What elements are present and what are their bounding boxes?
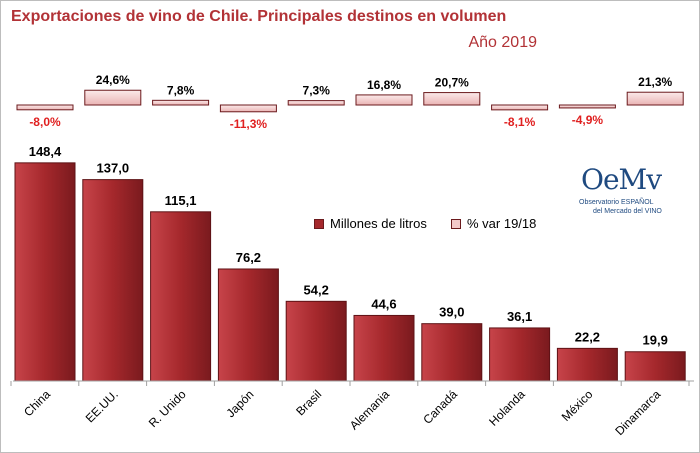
volume-value-label: 36,1 [507, 309, 532, 324]
volume-value-label: 54,2 [304, 282, 329, 297]
volume-value-label: 137,0 [97, 161, 130, 176]
category-label: Alemania [347, 387, 393, 433]
category-label: Holanda [486, 387, 528, 429]
variation-bar [558, 104, 616, 109]
volume-bar [624, 351, 686, 382]
oemv-logo: OeMv Observatorio ESPAÑOL del Mercado de… [577, 163, 669, 221]
variation-bar [219, 104, 277, 113]
volume-bar [421, 323, 483, 382]
logo-text-line2: del Mercado del VINO [593, 208, 662, 215]
variation-bar [355, 94, 413, 106]
variation-value-label: 7,3% [303, 84, 331, 98]
volume-bar [489, 327, 551, 382]
logo-mark: OeMv [581, 163, 662, 196]
volume-value-label: 22,2 [575, 329, 600, 344]
volume-bar [150, 211, 212, 382]
variation-bar [16, 104, 74, 111]
variation-value-label: 7,8% [167, 83, 195, 97]
variation-value-label: 24,6% [96, 73, 130, 87]
variation-value-label: 16,8% [367, 78, 401, 92]
variation-bar [287, 100, 345, 106]
volume-value-label: 115,1 [165, 193, 197, 208]
category-label: Canadá [420, 387, 460, 427]
category-label: Japón [223, 387, 256, 420]
category-label: México [559, 387, 596, 424]
variation-bar [84, 89, 142, 106]
variation-value-label: -8,1% [504, 115, 536, 129]
variation-bar [152, 99, 210, 106]
variation-value-label: 20,7% [435, 76, 469, 90]
legend-label-variation: % var 19/18 [467, 216, 537, 231]
variation-bar [626, 91, 684, 106]
legend-swatch-volume [314, 218, 324, 229]
category-label: R. Unido [146, 387, 189, 430]
chart-title: Exportaciones de vino de Chile. Principa… [11, 8, 507, 25]
volume-bar [556, 347, 618, 382]
category-label: Dinamarca [612, 387, 663, 438]
volume-value-label: 76,2 [236, 250, 261, 265]
volume-value-label: 39,0 [439, 305, 464, 320]
logo-text-line1: Observatorio ESPAÑOL [579, 199, 654, 206]
variation-value-label: 21,3% [638, 75, 672, 89]
volume-value-label: 44,6 [371, 296, 396, 311]
variation-value-label: -11,3% [230, 117, 268, 131]
legend-item-variation: % var 19/18 [451, 216, 536, 231]
legend-swatch-variation [451, 218, 461, 229]
chart-subtitle: Año 2019 [468, 34, 537, 51]
legend-item-volume: Millones de litros [314, 216, 427, 231]
category-label: China [21, 387, 53, 419]
variation-bar [423, 92, 481, 106]
category-label: EE.UU. [83, 387, 121, 425]
volume-bar [285, 300, 347, 382]
volume-value-label: 19,9 [643, 333, 668, 348]
volume-bar [353, 314, 415, 382]
volume-bar [14, 162, 76, 382]
volume-bar [217, 268, 279, 382]
volume-bar [82, 179, 144, 382]
volume-value-label: 148,4 [29, 144, 62, 159]
category-label: Brasil [293, 387, 324, 418]
variation-bar [491, 104, 549, 111]
variation-value-label: -4,9% [572, 113, 604, 127]
variation-value-label: -8,0% [29, 115, 61, 129]
legend-label-volume: Millones de litros [330, 216, 427, 231]
